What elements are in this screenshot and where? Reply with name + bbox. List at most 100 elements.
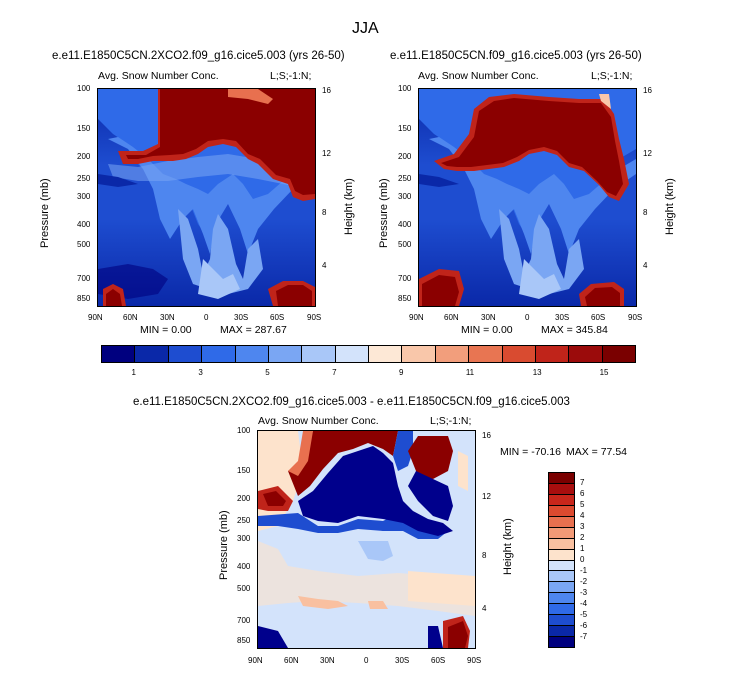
panel2-units-label: L;S;-1:N;: [591, 70, 633, 82]
panel1-xtick: 60N: [123, 313, 138, 322]
panel1-y2tick: 4: [322, 261, 327, 270]
panel3-xtick: 30N: [320, 656, 335, 665]
panel2-y2tick: 16: [643, 86, 652, 95]
panel3-ylabel: Pressure (mb): [218, 510, 230, 580]
panel2-heatmap: [419, 89, 636, 306]
colorbar-horizontal-swatch: [135, 346, 169, 362]
panel1-xtick: 0: [204, 313, 209, 322]
panel2-ytick: 300: [398, 192, 412, 201]
panel3-ytick: 400: [237, 562, 251, 571]
panel3-ytick: 500: [237, 584, 251, 593]
panel3-ytick: 850: [237, 636, 251, 645]
panel3-y2label: Height (km): [502, 518, 514, 575]
panel3-ytick: 200: [237, 494, 251, 503]
colorbar-vertical-swatch: [549, 593, 574, 605]
panel2-ylabel: Pressure (mb): [378, 178, 390, 248]
colorbar-vertical-label: -6: [580, 621, 588, 630]
colorbar-vertical-swatch: [549, 494, 574, 506]
panel2-ytick: 700: [398, 274, 412, 283]
colorbar-horizontal-label: 11: [465, 368, 475, 377]
colorbar-vertical-label: -3: [580, 588, 588, 597]
panel2-xtick: 30N: [481, 313, 496, 322]
colorbar-vertical-label: 7: [580, 478, 585, 487]
panel2-xtick: 30S: [555, 313, 570, 322]
colorbar-horizontal: [101, 345, 636, 363]
panel3-title: e.e11.E1850C5CN.2XCO2.f09_g16.cice5.003 …: [133, 396, 570, 408]
panel3-units-label: L;S;-1:N;: [430, 415, 472, 427]
colorbar-vertical-label: -7: [580, 632, 588, 641]
panel2-y2tick: 4: [643, 261, 648, 270]
colorbar-vertical-swatch: [549, 549, 574, 561]
colorbar-horizontal-swatch: [168, 346, 203, 362]
colorbar-horizontal-label: 1: [131, 368, 136, 377]
colorbar-horizontal-label: 15: [599, 368, 609, 377]
colorbar-vertical-swatch: [549, 615, 574, 627]
panel2-ytick: 500: [398, 240, 412, 249]
colorbar-vertical-label: -5: [580, 610, 588, 619]
colorbar-horizontal-swatch: [202, 346, 236, 362]
panel2-xtick: 90N: [409, 313, 424, 322]
colorbar-horizontal-label: 7: [332, 368, 337, 377]
panel1-variable-label: Avg. Snow Number Conc.: [98, 70, 219, 82]
colorbar-vertical-label: 1: [580, 544, 585, 553]
panel1-y2tick: 16: [322, 86, 331, 95]
colorbar-vertical-label: -2: [580, 577, 588, 586]
colorbar-horizontal-swatch: [102, 346, 136, 362]
colorbar-vertical-swatch: [549, 582, 574, 594]
panel3-y2tick: 16: [482, 431, 491, 440]
panel2-xtick: 90S: [628, 313, 643, 322]
panel3-ytick: 300: [237, 534, 251, 543]
panel2-max: MAX = 345.84: [541, 324, 608, 336]
panel1-units-label: L;S;-1:N;: [270, 70, 312, 82]
colorbar-horizontal-swatch: [435, 346, 470, 362]
panel3-max: MAX = 77.54: [566, 446, 627, 458]
panel1-y2tick: 8: [322, 208, 327, 217]
panel3-ytick: 700: [237, 616, 251, 625]
panel3-ytick: 250: [237, 516, 251, 525]
colorbar-vertical-label: 0: [580, 555, 585, 564]
panel2-ytick: 250: [398, 174, 412, 183]
season-title: JJA: [352, 20, 379, 37]
colorbar-horizontal-labels: 1 3 5 7 9 11 13 15: [101, 368, 636, 380]
colorbar-horizontal-swatch: [502, 346, 536, 362]
colorbar-vertical-label: -4: [580, 599, 588, 608]
colorbar-horizontal-swatch: [302, 346, 336, 362]
colorbar-horizontal-swatch: [535, 346, 570, 362]
panel1-title: e.e11.E1850C5CN.2XCO2.f09_g16.cice5.003 …: [52, 50, 345, 62]
panel1-ytick: 100: [77, 84, 91, 93]
colorbar-vertical-swatch: [549, 637, 574, 647]
colorbar-vertical-label: 6: [580, 489, 585, 498]
colorbar-horizontal-swatch: [569, 346, 603, 362]
colorbar-vertical-label: 2: [580, 533, 585, 542]
panel1-ytick: 700: [77, 274, 91, 283]
panel2-y2label: Height (km): [664, 178, 676, 235]
panel2-plot: [418, 88, 637, 307]
panel2-ytick: 200: [398, 152, 412, 161]
colorbar-vertical-label: -1: [580, 566, 588, 575]
panel3-ytick: 150: [237, 466, 251, 475]
panel1-xtick: 90S: [307, 313, 322, 322]
panel2-title: e.e11.E1850C5CN.f09_g16.cice5.003 (yrs 2…: [390, 50, 642, 62]
panel3-variable-label: Avg. Snow Number Conc.: [258, 415, 379, 427]
panel2-xtick: 0: [525, 313, 530, 322]
colorbar-horizontal-swatch: [335, 346, 369, 362]
panel1-y2label: Height (km): [343, 178, 355, 235]
panel1-max: MAX = 287.67: [220, 324, 287, 336]
panel1-xtick: 60S: [270, 313, 285, 322]
colorbar-vertical-swatch: [549, 571, 574, 583]
panel3-xtick: 60S: [431, 656, 446, 665]
colorbar-horizontal-swatch: [235, 346, 269, 362]
panel2-y2tick: 8: [643, 208, 648, 217]
colorbar-horizontal-swatch: [469, 346, 503, 362]
colorbar-vertical-label: 3: [580, 522, 585, 531]
panel3-xtick: 60N: [284, 656, 299, 665]
panel3-heatmap: [258, 431, 475, 648]
panel3-y2tick: 4: [482, 604, 487, 613]
panel1-xtick: 30S: [234, 313, 249, 322]
panel3-xtick: 90S: [467, 656, 482, 665]
panel2-ytick: 150: [398, 124, 412, 133]
colorbar-vertical-swatch: [549, 483, 574, 495]
panel1-ylabel: Pressure (mb): [39, 178, 51, 248]
colorbar-horizontal-label: 3: [198, 368, 203, 377]
panel2-ytick: 400: [398, 220, 412, 229]
